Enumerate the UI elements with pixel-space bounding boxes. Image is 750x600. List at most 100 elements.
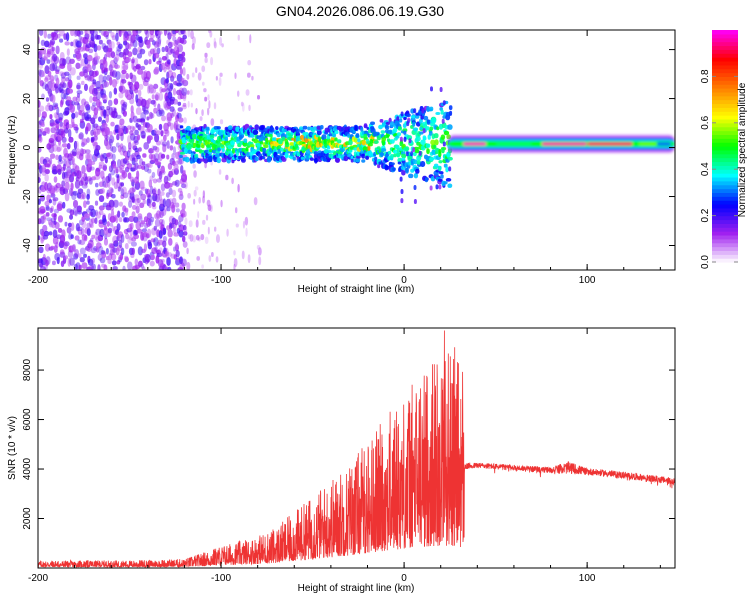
- spectrogram-cell: [263, 144, 269, 149]
- spectrogram-xtick-label: 0: [401, 275, 407, 286]
- spectrogram-cell: [135, 30, 142, 34]
- spectrogram-cell: [147, 124, 153, 133]
- spectrogram-cell: [214, 133, 218, 137]
- spectrogram-cell: [103, 264, 108, 270]
- spectrogram-cell: [132, 205, 137, 210]
- spectrogram-cell: [334, 130, 339, 135]
- spectrogram-cell: [118, 30, 122, 38]
- spectrogram-cell: [278, 138, 283, 145]
- spectrogram-cell: [153, 225, 158, 231]
- spectrogram-cell: [74, 140, 80, 150]
- spectrogram-cell: [77, 229, 83, 235]
- spectrogram-cell: [190, 102, 193, 108]
- spectrogram-cell: [44, 201, 50, 207]
- spectrogram-cell: [59, 38, 64, 43]
- spectrogram-cell: [48, 231, 53, 236]
- spectrogram-cell: [110, 41, 115, 49]
- spectrogram-cell: [149, 37, 154, 42]
- spectrogram-cell: [43, 231, 50, 237]
- colorbar-band: [712, 204, 738, 209]
- spectrogram-cell: [189, 89, 193, 96]
- colorbar-band: [712, 33, 738, 39]
- colorbar-band: [712, 41, 738, 47]
- spectrogram-cell: [76, 82, 81, 90]
- spectrogram-cell: [173, 121, 179, 130]
- spectrogram-cell: [81, 149, 87, 155]
- spectrogram-cell: [170, 75, 175, 82]
- spectrogram-cell: [119, 85, 126, 94]
- colorbar-band: [712, 126, 738, 132]
- spectrogram-cell: [106, 221, 110, 227]
- spectrogram-cell: [168, 170, 174, 178]
- spectrogram-cell: [121, 247, 125, 256]
- spectrogram-cell: [118, 43, 123, 50]
- spectrogram-cell: [57, 168, 62, 175]
- spectrogram-cell: [73, 206, 78, 216]
- spectrogram-cell: [98, 39, 103, 45]
- spectrogram-cell: [46, 168, 50, 175]
- carrier-ribbon: [448, 134, 675, 154]
- spectrogram-cell: [354, 125, 358, 131]
- spectrogram-cell: [58, 215, 63, 223]
- spectrogram-cell: [169, 223, 175, 229]
- spectrogram-cell: [125, 73, 130, 80]
- spectrogram-cell: [445, 178, 452, 182]
- spectrogram-cell: [93, 30, 98, 35]
- spectrogram-cell: [38, 173, 42, 178]
- spectrogram-cell: [94, 70, 99, 76]
- spectrogram-cell: [269, 127, 275, 133]
- spectrogram-cell: [115, 71, 121, 80]
- spectrogram-cell: [148, 148, 154, 154]
- spectrogram-cell: [162, 143, 167, 153]
- spectrogram-cell: [143, 110, 149, 115]
- spectrogram-cell: [93, 43, 98, 53]
- spectrogram-cell: [44, 163, 51, 168]
- spectrogram-cell: [169, 83, 174, 90]
- spectrogram-cell: [38, 69, 42, 77]
- spectrogram-cell: [139, 202, 145, 209]
- spectrogram-cell: [52, 229, 58, 239]
- spectrogram-cell: [38, 246, 44, 254]
- spectrogram-cell: [173, 81, 178, 86]
- spectrogram-cell: [113, 181, 119, 190]
- spectrogram-cell: [360, 126, 364, 133]
- spectrogram-cell: [213, 37, 216, 47]
- spectrogram-cell: [123, 217, 130, 223]
- spectrogram-cell: [413, 185, 417, 190]
- spectrogram-cell: [112, 70, 118, 78]
- spectrogram-cell: [232, 147, 236, 154]
- spectrogram-cell: [177, 101, 182, 106]
- spectrogram-cell: [92, 57, 98, 66]
- spectrogram-cell: [156, 252, 163, 258]
- spectrogram-cell: [423, 115, 429, 121]
- spectrogram-cell: [65, 32, 70, 42]
- spectrogram-cell: [129, 176, 135, 183]
- spectrogram-cell: [84, 30, 88, 35]
- spectrogram-cell: [50, 139, 57, 146]
- spectrogram-cell: [130, 59, 135, 64]
- colorbar-band: [712, 134, 738, 139]
- colorbar-band: [712, 200, 738, 205]
- spectrogram-cell: [124, 243, 129, 250]
- spectrogram-cell: [184, 156, 190, 163]
- spectrogram-cell: [292, 156, 296, 161]
- spectrogram-cell: [147, 135, 153, 141]
- colorbar-band: [712, 95, 738, 101]
- spectrogram-cell: [147, 194, 153, 204]
- spectrogram-cell: [150, 48, 155, 55]
- spectrogram-cell: [334, 157, 340, 163]
- carrier-peak: [587, 142, 633, 146]
- spectrogram-cell: [182, 231, 188, 236]
- spectrogram-cell: [162, 198, 166, 208]
- colorbar-ticks: 0.0 0.2 0.4 0.6 0.8: [700, 69, 738, 269]
- spectrogram-cell: [63, 33, 67, 40]
- spectrogram-cell: [328, 133, 334, 137]
- spectrogram-cell: [446, 151, 450, 158]
- spectrogram-cell: [434, 139, 439, 146]
- spectrogram-cell: [61, 143, 68, 148]
- spectrogram-cell: [70, 30, 75, 37]
- spectrogram-cell: [132, 30, 138, 37]
- spectrogram-cell: [262, 156, 266, 160]
- spectrogram-cell: [356, 155, 361, 159]
- spectrogram-cell: [111, 194, 116, 199]
